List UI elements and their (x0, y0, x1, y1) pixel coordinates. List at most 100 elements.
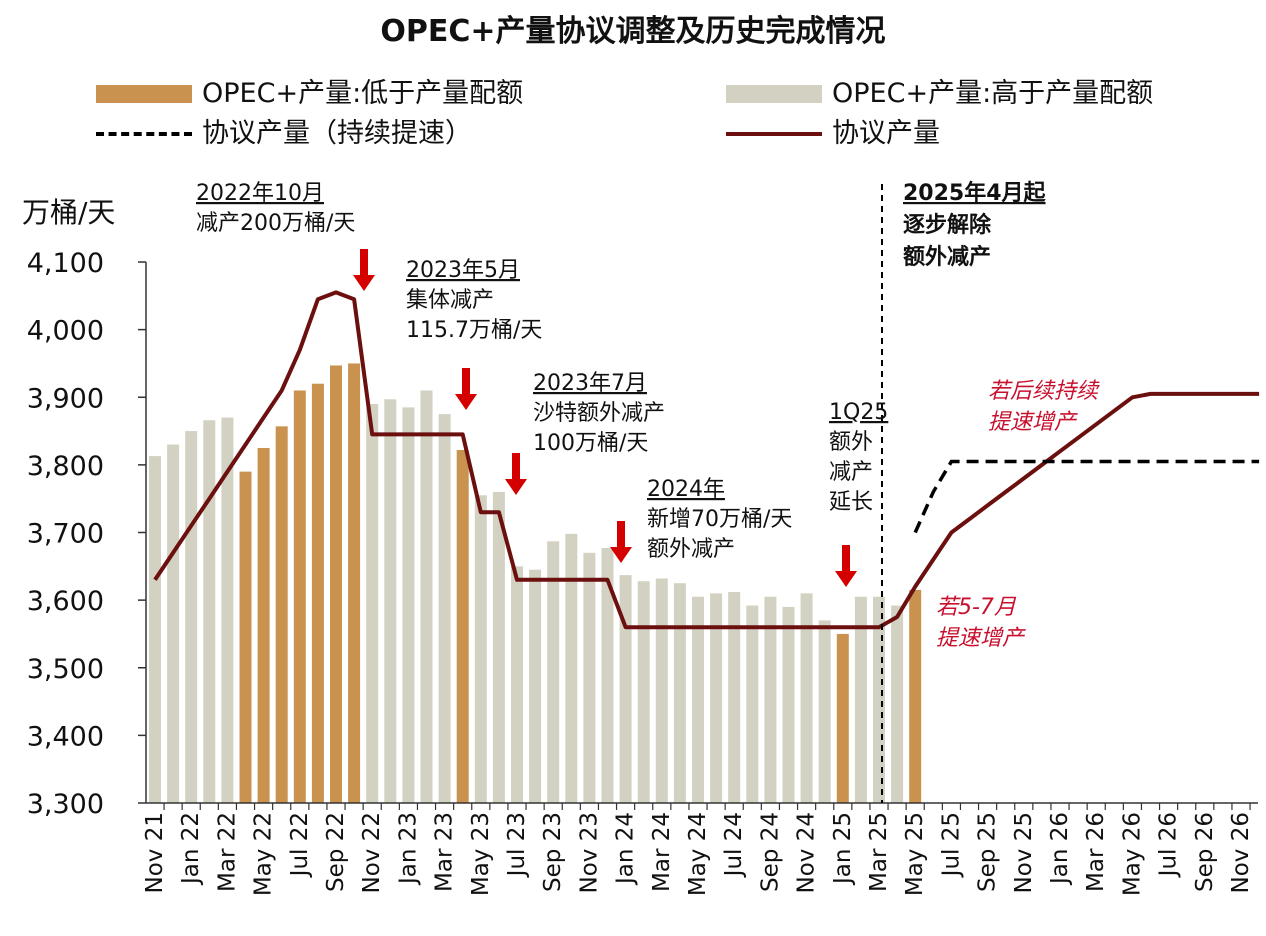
bar-above (818, 620, 831, 803)
bar-above (746, 605, 759, 803)
event-annotation-text: 集体减产 (406, 288, 494, 313)
bar-above (167, 444, 180, 803)
legend-label-line: 协议产量 (832, 118, 940, 149)
bar-above (728, 592, 741, 803)
bar-below (330, 365, 342, 803)
bar-above (710, 593, 723, 803)
x-tick-label: May 26 (1119, 812, 1145, 896)
event-annotation-text: 2023年5月 (406, 258, 520, 283)
x-tick-label: Mar 26 (1083, 812, 1109, 892)
scenario-label: 提速增产 (988, 410, 1078, 435)
x-tick-label: Mar 25 (866, 812, 892, 892)
x-tick-label: Jan 24 (613, 812, 639, 886)
x-tick-label: Nov 22 (359, 812, 385, 893)
bar-above (782, 606, 795, 803)
event-annotation-text: 减产 (829, 460, 873, 485)
x-tick-label: Jul 22 (287, 812, 313, 878)
scenario-label: 若后续持续 (988, 379, 1100, 404)
bar-above (565, 533, 578, 803)
event-annotation-text: 2023年7月 (533, 371, 647, 396)
event-arrow (610, 521, 632, 563)
event-arrow (455, 368, 477, 410)
axes-layer: 3,300 3,400 3,500 3,600 3,700 3,800 3,900 4,000… (22, 196, 1258, 896)
agreement-accelerated-line (913, 459, 1260, 534)
bar-below (239, 471, 252, 803)
x-tick-label: Sep 26 (1192, 812, 1218, 892)
event-annotation-text: 115.7万桶/天 (406, 318, 542, 343)
event-annotation-text: 延长 (829, 490, 873, 515)
x-tick-label: Jan 25 (830, 812, 856, 886)
x-tick-label: Nov 23 (576, 812, 602, 893)
bar-above (529, 569, 542, 803)
bars-layer (149, 363, 922, 803)
y-tick-label: 4,100 (27, 248, 104, 279)
x-tick-label: Mar 23 (432, 812, 458, 892)
bar-above (692, 596, 704, 803)
bar-above (583, 552, 596, 803)
event-arrow (353, 249, 375, 291)
bar-above (149, 456, 161, 803)
y-tick-label: 3,700 (27, 519, 104, 550)
divider-label: 2025年4月起 (903, 180, 1047, 206)
event-annotation-text: 沙特额外减产 (533, 401, 665, 426)
agreement-line (153, 290, 1260, 630)
x-tick-label: Sep 23 (540, 812, 566, 892)
event-arrow (505, 453, 527, 495)
bar-below (836, 633, 849, 803)
bar-above (420, 390, 433, 803)
x-tick-label: Sep 24 (757, 812, 783, 892)
x-tick-label: Jan 22 (178, 812, 204, 886)
bar-above (854, 596, 867, 803)
y-tick-label: 3,400 (27, 721, 104, 752)
x-tick-label: Nov 25 (1011, 812, 1037, 893)
bar-above (637, 581, 650, 803)
bar-above (673, 583, 686, 803)
bar-above (438, 414, 451, 803)
y-tick-label: 4,000 (27, 316, 104, 347)
bar-below (348, 363, 361, 803)
y-tick-label: 3,300 (27, 789, 104, 820)
event-annotation-text: 减产200万桶/天 (196, 211, 355, 236)
bar-above (221, 417, 234, 803)
x-tick-label: Jan 26 (1047, 812, 1073, 886)
legend-label-below: OPEC+产量:低于产量配额 (202, 78, 524, 109)
x-tick-label: Jan 23 (395, 812, 421, 886)
x-tick-label: Jul 25 (938, 812, 964, 878)
y-tick-label: 3,900 (27, 383, 104, 414)
y-axis-label: 万桶/天 (22, 196, 115, 229)
bar-above (655, 578, 668, 803)
x-tick-label: Nov 26 (1228, 812, 1254, 893)
bar-below (257, 447, 270, 803)
chart-title: OPEC+产量协议调整及历史完成情况 (380, 14, 886, 49)
scenario-label: 若5-7月 (936, 595, 1017, 620)
legend-swatch-line (726, 132, 822, 136)
bar-above (800, 593, 813, 803)
bar-above (601, 548, 614, 803)
x-tick-label: May 23 (468, 812, 494, 896)
bar-above (185, 431, 198, 803)
bar-above (402, 407, 415, 803)
legend-label-dashed: 协议产量（持续提速） (202, 118, 472, 149)
x-tick-label: Mar 22 (214, 812, 240, 892)
event-annotation-text: 额外 (829, 430, 873, 455)
bar-above (366, 404, 379, 803)
scenario-label: 提速增产 (936, 626, 1026, 651)
x-tick-label: Nov 21 (142, 812, 168, 893)
event-annotation-text: 额外减产 (647, 537, 735, 562)
x-tick-label: Nov 24 (794, 812, 820, 893)
x-tick-label: Jul 23 (504, 812, 530, 878)
bar-above (492, 491, 505, 803)
bar-above (547, 541, 560, 803)
event-annotation-text: 1Q25 (829, 400, 888, 425)
y-tick-label: 3,800 (27, 451, 104, 482)
event-annotation-text: 100万桶/天 (533, 431, 648, 456)
x-tick-label: May 22 (251, 812, 277, 896)
x-tick-label: Jul 24 (721, 812, 747, 878)
lines-layer (153, 290, 1260, 630)
divider-label: 逐步解除 (903, 212, 992, 238)
bar-above (891, 605, 904, 803)
bar-below (456, 449, 469, 803)
x-tick-label: Sep 25 (975, 812, 1001, 892)
event-annotation-text: 新增70万桶/天 (647, 507, 792, 532)
